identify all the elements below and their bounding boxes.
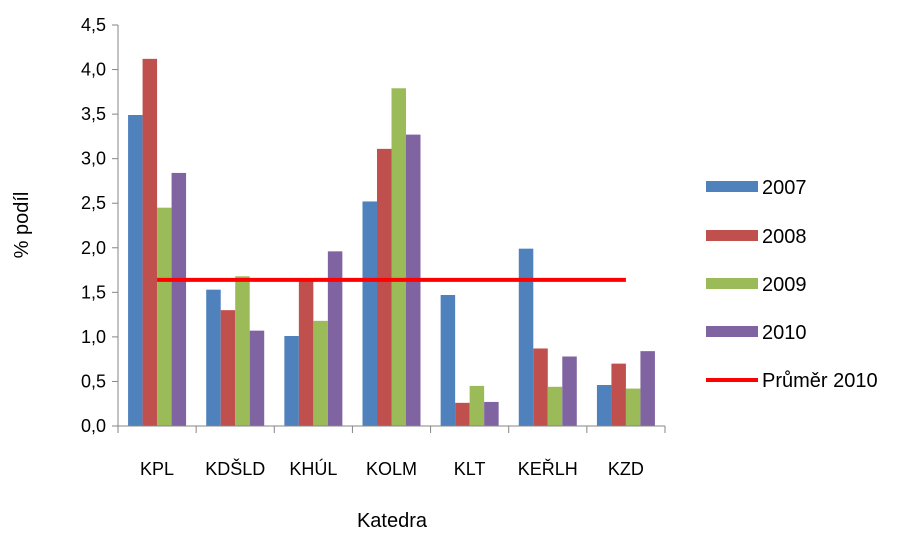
bar-2010-KLT: [484, 401, 499, 426]
legend-label-2008: 2008: [762, 226, 807, 248]
y-tick-label: 4,0: [81, 60, 106, 80]
y-tick-label: 3,5: [81, 104, 106, 124]
x-axis-title: Katedra: [357, 510, 428, 532]
bar-2009-KHÚL: [313, 320, 328, 426]
bar-2007-KHÚL: [284, 335, 299, 426]
x-tick-label: KPL: [140, 459, 174, 479]
bar-2007-KEŘLH: [518, 248, 534, 426]
y-tick-label: 1,0: [81, 327, 106, 347]
x-tick-label: KEŘLH: [518, 459, 578, 479]
bar-2008-KLT: [455, 402, 470, 426]
y-tick-label: 2,5: [81, 193, 106, 213]
bar-2007-KPL: [128, 115, 143, 426]
y-tick-label: 2,0: [81, 238, 106, 258]
bar-2009-KLT: [469, 385, 485, 426]
x-tick-label: KZD: [608, 459, 644, 479]
bar-2008-KPL: [142, 58, 158, 427]
legend-label-2007: 2007: [762, 177, 807, 199]
y-tick-label: 0,5: [81, 371, 106, 391]
bar-2010-KPL: [171, 172, 187, 426]
y-tick-label: 1,5: [81, 282, 106, 302]
bar-2008-KDŠLD: [220, 310, 236, 426]
x-tick-label: KOLM: [366, 459, 417, 479]
bars: [128, 58, 655, 427]
bar-2007-KDŠLD: [206, 289, 221, 426]
bar-2009-KZD: [625, 388, 641, 426]
y-tick-label: 0,0: [81, 416, 106, 436]
bar-2007-KOLM: [362, 201, 377, 426]
bar-2009-KOLM: [391, 88, 406, 426]
legend: 2007 2008 2009 2010 Průměr 2010: [706, 177, 878, 392]
bar-2009-KDŠLD: [235, 276, 250, 426]
bar-2008-KEŘLH: [533, 348, 548, 426]
bar-2010-KEŘLH: [562, 356, 577, 426]
legend-swatch-2007: [706, 181, 758, 192]
bar-2008-KHÚL: [298, 279, 314, 426]
bar-2008-KZD: [611, 363, 626, 426]
axes: [117, 25, 665, 427]
x-tick-label: KHÚL: [289, 458, 337, 479]
x-tick-label: KDŠLD: [205, 458, 265, 479]
x-tick-label: KLT: [454, 459, 486, 479]
bar-2008-KOLM: [377, 148, 392, 426]
bar-2007-KLT: [440, 295, 456, 426]
bar-2007-KZD: [596, 385, 612, 426]
legend-swatch-2010: [706, 326, 758, 337]
y-tick-label: 4,5: [81, 15, 106, 35]
legend-swatch-2009: [706, 278, 758, 289]
bar-2009-KEŘLH: [547, 386, 563, 426]
legend-swatch-2008: [706, 230, 758, 241]
bar-2010-KHÚL: [327, 251, 343, 426]
legend-label-2009: 2009: [762, 274, 807, 296]
y-axis-title: % podíl: [11, 192, 33, 259]
legend-label-average: Průměr 2010: [762, 370, 878, 392]
x-axis-ticks: KPL KDŠLD KHÚL KOLM KLT KEŘLH KZD: [117, 426, 666, 479]
y-tick-label: 3,0: [81, 149, 106, 169]
y-axis-ticks: 0,0 0,5 1,0 1,5 2,0 2,5 3,0 3,5 4,0 4,5: [81, 15, 118, 436]
legend-label-2010: 2010: [762, 322, 807, 344]
bar-2010-KZD: [640, 351, 655, 426]
bar-2009-KPL: [157, 207, 172, 426]
bar-2010-KDŠLD: [249, 330, 265, 426]
